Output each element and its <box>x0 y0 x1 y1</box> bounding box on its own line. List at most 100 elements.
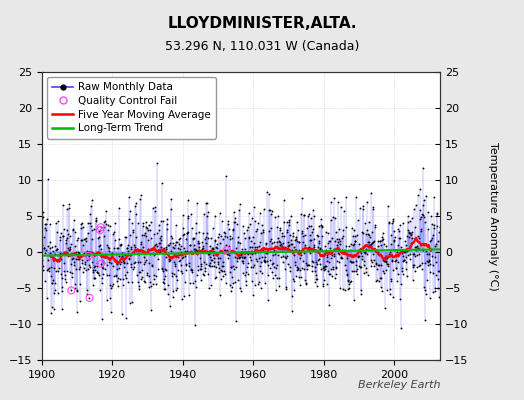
Point <box>322 229 330 235</box>
Point <box>88 236 96 242</box>
Point <box>244 260 252 266</box>
Point <box>282 219 291 226</box>
Point <box>294 266 302 272</box>
Point <box>341 248 349 255</box>
Point <box>389 218 397 224</box>
Point <box>410 206 418 212</box>
Point <box>281 255 290 262</box>
Point <box>395 235 403 242</box>
Point <box>309 226 317 232</box>
Point <box>347 258 355 265</box>
Point <box>156 249 165 256</box>
Point <box>202 261 210 268</box>
Point <box>303 213 312 219</box>
Point <box>124 248 133 255</box>
Point <box>407 232 415 238</box>
Point <box>250 281 259 288</box>
Point <box>141 278 149 285</box>
Point <box>388 258 396 264</box>
Point <box>172 222 180 228</box>
Point <box>168 272 177 279</box>
Point <box>270 247 278 254</box>
Point <box>233 239 242 246</box>
Point <box>342 224 350 230</box>
Point <box>105 247 113 254</box>
Point <box>268 269 277 275</box>
Point <box>371 224 379 230</box>
Point <box>213 255 222 261</box>
Point <box>263 188 271 195</box>
Point <box>332 229 340 235</box>
Point <box>346 258 354 264</box>
Point <box>424 258 433 264</box>
Point <box>385 218 394 225</box>
Point <box>204 262 213 269</box>
Point <box>291 234 300 240</box>
Point <box>303 261 311 268</box>
Point <box>201 265 209 272</box>
Point <box>127 246 136 252</box>
Point <box>338 235 346 242</box>
Point <box>279 240 288 246</box>
Point <box>56 234 64 240</box>
Point <box>49 254 57 260</box>
Point <box>118 258 127 264</box>
Point <box>89 267 97 273</box>
Point <box>196 255 204 261</box>
Point <box>412 246 420 253</box>
Point <box>204 251 213 257</box>
Point <box>163 282 172 288</box>
Point <box>132 211 140 218</box>
Point <box>239 222 247 229</box>
Point <box>386 249 394 256</box>
Point <box>422 277 431 283</box>
Point <box>252 256 260 262</box>
Point <box>189 250 198 256</box>
Point <box>406 251 414 257</box>
Point <box>73 249 82 255</box>
Point <box>369 238 378 244</box>
Point <box>183 248 191 255</box>
Point <box>420 213 428 220</box>
Point <box>364 272 373 278</box>
Point <box>332 264 341 270</box>
Point <box>433 211 441 218</box>
Point <box>117 240 125 247</box>
Point <box>40 221 49 227</box>
Point <box>217 267 225 274</box>
Point <box>126 300 135 306</box>
Point <box>197 261 205 268</box>
Point <box>160 276 168 282</box>
Point <box>253 226 261 232</box>
Point <box>388 220 397 226</box>
Point <box>323 280 331 287</box>
Point <box>354 252 362 259</box>
Point <box>100 260 108 266</box>
Point <box>260 206 268 212</box>
Point <box>122 268 130 275</box>
Point <box>153 230 161 236</box>
Point <box>132 234 140 240</box>
Point <box>316 266 325 272</box>
Point <box>148 245 156 251</box>
Point <box>297 252 305 258</box>
Point <box>213 245 222 251</box>
Point <box>335 258 343 265</box>
Point <box>130 264 138 270</box>
Point <box>435 246 444 252</box>
Point <box>211 213 220 219</box>
Point <box>39 214 48 220</box>
Point <box>318 224 326 230</box>
Legend: Raw Monthly Data, Quality Control Fail, Five Year Moving Average, Long-Term Tren: Raw Monthly Data, Quality Control Fail, … <box>47 77 216 138</box>
Point <box>395 228 403 235</box>
Point <box>335 236 344 242</box>
Point <box>196 266 204 272</box>
Point <box>203 235 212 242</box>
Point <box>255 279 263 285</box>
Point <box>92 218 100 224</box>
Point <box>321 263 330 269</box>
Point <box>176 235 184 241</box>
Point <box>302 225 311 231</box>
Point <box>196 277 205 283</box>
Point <box>80 249 89 256</box>
